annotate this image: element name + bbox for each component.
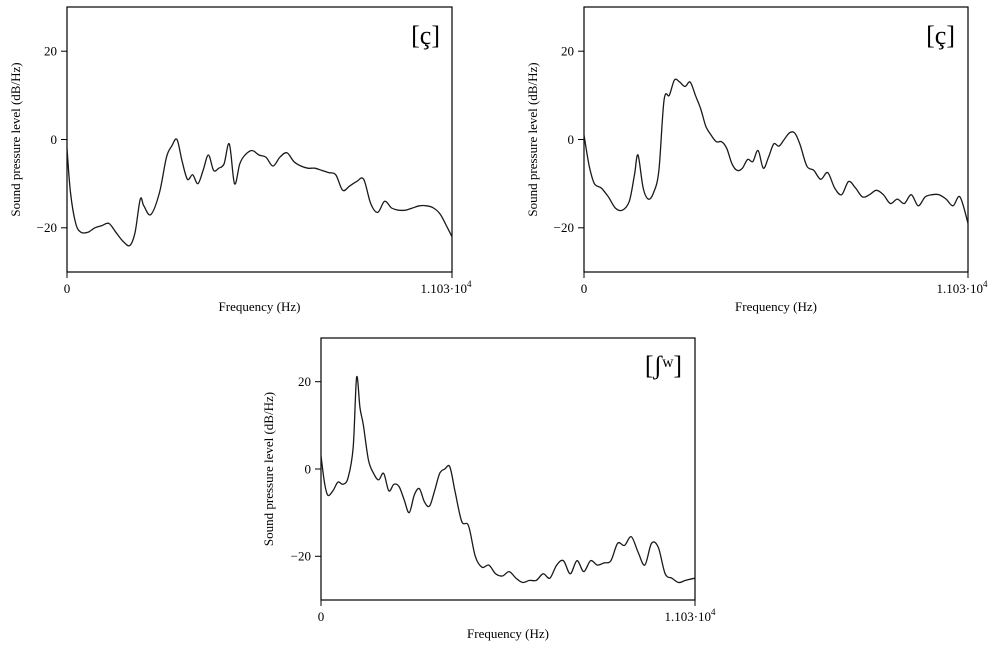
x-tick-label-end: 1.103·104	[936, 279, 988, 296]
x-tick-label-start: 0	[318, 609, 325, 624]
plot-frame	[583, 6, 969, 273]
chart-bottom-center: 20 0 −20 0 1.103·104 Frequency (Hz) Soun…	[261, 337, 716, 641]
y-axis-label: Sound pressure level (dB/Hz)	[8, 62, 23, 216]
y-tick-label-0: 0	[568, 132, 575, 147]
chart-top-left: 20 0 −20 0 1.103·104 Frequency (Hz) Soun…	[8, 6, 472, 314]
x-tick-label-end-base: 1.103·10	[936, 281, 983, 296]
x-axis-label: Frequency (Hz)	[467, 626, 549, 641]
y-axis-label: Sound pressure level (dB/Hz)	[525, 62, 540, 216]
spectrum-line	[320, 375, 696, 584]
plot-frame	[320, 337, 696, 601]
x-tick-label-end: 1.103·104	[664, 607, 716, 624]
y-tick-label-minus-20: −20	[37, 220, 57, 235]
x-tick-label-end-exp: 4	[467, 279, 472, 289]
spectrum-line	[66, 138, 453, 247]
x-axis-label: Frequency (Hz)	[735, 299, 817, 314]
x-tick-label-end-base: 1.103·10	[664, 609, 711, 624]
spectrum-line	[583, 78, 969, 224]
x-tick-label-end-exp: 4	[711, 607, 716, 617]
y-tick-label-minus-20: −20	[291, 549, 311, 564]
y-tick-label-20: 20	[44, 44, 57, 59]
y-tick-label-0: 0	[305, 462, 312, 477]
y-axis-label: Sound pressure level (dB/Hz)	[261, 392, 276, 546]
x-tick-label-end: 1.103·104	[420, 279, 472, 296]
x-axis-label: Frequency (Hz)	[219, 299, 301, 314]
y-tick-label-20: 20	[298, 374, 311, 389]
x-tick-label-end-base: 1.103·10	[420, 281, 467, 296]
phoneme-label: [ʃʷ]	[645, 351, 682, 380]
x-tick-label-start: 0	[64, 281, 71, 296]
phoneme-label: [ç]	[926, 21, 955, 50]
y-tick-label-minus-20: −20	[554, 220, 574, 235]
y-tick-label-20: 20	[561, 44, 574, 59]
plot-frame	[66, 6, 453, 273]
phoneme-label: [ç]	[411, 21, 440, 50]
x-tick-label-end-exp: 4	[983, 279, 988, 289]
y-tick-label-0: 0	[51, 132, 58, 147]
x-tick-label-start: 0	[581, 281, 588, 296]
chart-top-right: 20 0 −20 0 1.103·104 Frequency (Hz) Soun…	[525, 6, 988, 314]
